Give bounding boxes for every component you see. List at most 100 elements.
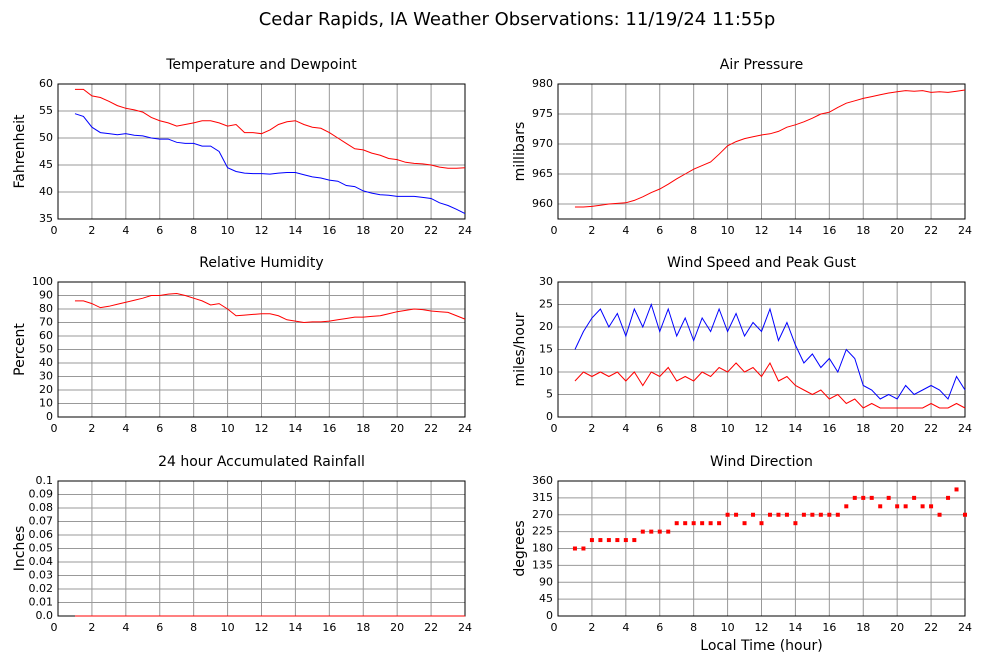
y-tick-label: 0.1	[36, 474, 54, 487]
y-tick-label: 40	[39, 185, 53, 198]
x-tick-label: 4	[122, 224, 129, 237]
x-tick-label: 22	[924, 422, 938, 435]
x-tick-label: 4	[622, 224, 629, 237]
y-tick-label: 0.05	[29, 542, 54, 555]
x-tick-label: 6	[656, 224, 663, 237]
x-tick-label: 22	[924, 224, 938, 237]
x-tick-label: 24	[458, 422, 472, 435]
x-tick-label: 14	[288, 621, 302, 634]
x-tick-label: 0	[551, 224, 558, 237]
x-tick-label: 16	[822, 621, 836, 634]
data-line	[74, 113, 466, 215]
x-tick-label: 6	[656, 422, 663, 435]
y-tick-label: 0.0	[36, 609, 54, 622]
y-tick-label: 90	[539, 575, 553, 588]
y-tick-label: 5	[546, 388, 553, 401]
x-tick-label: 0	[551, 422, 558, 435]
y-tick-label: 0.06	[29, 528, 54, 541]
x-tick-label: 16	[822, 422, 836, 435]
x-tick-label: 0	[51, 422, 58, 435]
data-point	[869, 495, 874, 500]
x-tick-label: 18	[356, 224, 370, 237]
x-tick-label: 10	[721, 224, 735, 237]
y-tick-label: 50	[39, 131, 53, 144]
x-tick-label: 14	[788, 621, 802, 634]
x-tick-label: 24	[958, 224, 972, 237]
x-tick-label: 8	[190, 621, 197, 634]
data-point	[946, 495, 951, 500]
x-tick-label: 16	[322, 224, 336, 237]
x-tick-label: 16	[822, 224, 836, 237]
y-tick-label: 90	[39, 289, 53, 302]
y-tick-label: 315	[532, 491, 553, 504]
y-tick-label: 975	[532, 107, 553, 120]
data-point	[598, 538, 603, 543]
data-point	[886, 495, 891, 500]
data-point	[767, 512, 772, 517]
y-tick-label: 100	[32, 275, 53, 288]
x-tick-label: 8	[690, 621, 697, 634]
y-tick-label: 0.09	[29, 488, 54, 501]
x-tick-label: 24	[458, 621, 472, 634]
x-tick-label: 18	[856, 224, 870, 237]
y-tick-label: 10	[539, 365, 553, 378]
x-tick-label: 6	[156, 422, 163, 435]
x-tick-label: 22	[424, 621, 438, 634]
x-tick-label: 10	[221, 224, 235, 237]
x-tick-label: 10	[221, 621, 235, 634]
x-tick-label: 12	[255, 422, 269, 435]
y-axis-label: miles/hour	[512, 312, 528, 386]
y-axis-label: Fahrenheit	[12, 114, 28, 189]
x-tick-label: 20	[890, 224, 904, 237]
x-tick-label: 6	[156, 621, 163, 634]
y-tick-label: 225	[532, 525, 553, 538]
data-point	[827, 512, 832, 517]
x-tick-label: 10	[721, 621, 735, 634]
data-line	[74, 292, 466, 324]
plot-frame	[557, 83, 966, 220]
x-tick-label: 4	[622, 422, 629, 435]
x-tick-label: 20	[390, 224, 404, 237]
subplot-title: 24 hour Accumulated Rainfall	[158, 454, 365, 470]
y-tick-label: 20	[539, 320, 553, 333]
data-point	[861, 495, 866, 500]
x-tick-label: 0	[51, 621, 58, 634]
y-tick-label: 30	[539, 275, 553, 288]
x-tick-label: 0	[51, 224, 58, 237]
x-tick-label: 20	[390, 422, 404, 435]
x-tick-label: 14	[288, 224, 302, 237]
data-point	[810, 512, 815, 517]
y-tick-label: 270	[532, 508, 553, 521]
y-tick-label: 0	[546, 410, 553, 423]
data-point	[700, 521, 705, 526]
data-point	[929, 504, 934, 509]
x-tick-label: 10	[221, 422, 235, 435]
y-tick-label: 50	[39, 343, 53, 356]
x-tick-label: 4	[122, 422, 129, 435]
data-point	[742, 521, 747, 526]
data-point	[903, 504, 908, 509]
data-point	[878, 504, 883, 509]
data-point	[725, 512, 730, 517]
x-tick-label: 2	[588, 422, 595, 435]
data-point	[649, 529, 654, 534]
x-tick-label: 16	[322, 621, 336, 634]
data-point	[581, 546, 586, 551]
subplot-title: Relative Humidity	[199, 255, 323, 271]
data-point	[801, 512, 806, 517]
x-tick-label: 12	[255, 621, 269, 634]
x-tick-label: 18	[856, 422, 870, 435]
y-tick-label: 0.07	[29, 515, 54, 528]
y-axis-label: millibars	[512, 122, 528, 182]
data-point	[691, 521, 696, 526]
y-tick-label: 0.02	[29, 582, 54, 595]
data-point	[674, 521, 679, 526]
data-point	[751, 512, 756, 517]
x-tick-label: 2	[588, 224, 595, 237]
y-tick-label: 0	[546, 609, 553, 622]
x-tick-label: 24	[958, 621, 972, 634]
y-tick-label: 40	[39, 356, 53, 369]
x-tick-label: 2	[88, 621, 95, 634]
x-tick-label: 2	[588, 621, 595, 634]
